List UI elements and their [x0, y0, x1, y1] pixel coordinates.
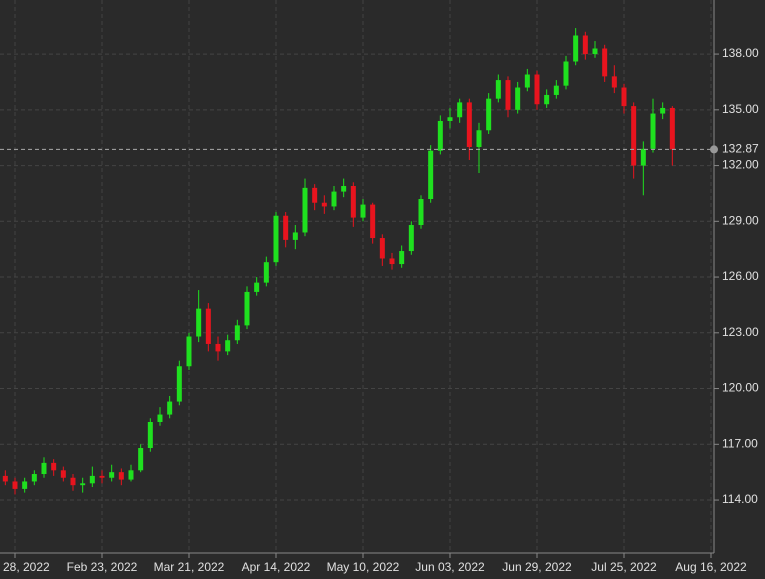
candle-body: [534, 74, 540, 105]
x-tick-label: Jun 03, 2022: [415, 560, 485, 574]
candle-body: [408, 225, 414, 252]
x-tick-label: Mar 21, 2022: [154, 560, 225, 574]
candle-body: [573, 35, 579, 62]
candle-body: [70, 477, 76, 486]
candle-body: [128, 470, 134, 480]
candle-body: [41, 462, 47, 475]
candle-body: [321, 202, 327, 207]
candle-body: [263, 262, 269, 283]
x-tick-label: Jun 29, 2022: [502, 560, 572, 574]
candle-body: [234, 325, 240, 341]
y-tick-label: 129.00: [722, 213, 759, 227]
candle-body: [360, 204, 366, 218]
y-tick-label: 138.00: [722, 46, 759, 60]
candle-body: [582, 35, 588, 55]
candle-body: [611, 76, 617, 88]
candle-body: [22, 481, 28, 489]
candle-body: [167, 401, 173, 415]
x-tick-label: Aug 16, 2022: [675, 560, 747, 574]
candle-body: [650, 113, 656, 149]
y-tick-label: 126.00: [722, 269, 759, 283]
candle-body: [370, 204, 376, 239]
candle-body: [669, 107, 675, 150]
candle-body: [51, 462, 57, 471]
candle-body: [563, 61, 569, 86]
candle-body: [660, 107, 666, 114]
candle-body: [196, 308, 202, 337]
candle-body: [341, 186, 347, 192]
y-tick-label: 123.00: [722, 325, 759, 339]
candle-body: [147, 421, 153, 449]
candle-body: [495, 80, 501, 99]
y-tick-label: 132.00: [722, 158, 759, 172]
candle-body: [466, 102, 472, 147]
candle-body: [553, 85, 559, 95]
x-tick-label: Feb 23, 2022: [67, 560, 138, 574]
candle-body: [331, 191, 337, 207]
candle-body: [254, 282, 260, 292]
candle-body: [138, 448, 144, 471]
y-tick-label: 114.00: [722, 492, 758, 506]
candle-body: [292, 232, 298, 240]
candle-body: [60, 470, 66, 478]
candle-body: [592, 48, 598, 55]
candle-body: [428, 150, 434, 200]
candle-body: [515, 87, 521, 110]
candle-body: [602, 48, 608, 77]
candle-body: [621, 87, 627, 107]
candle-body: [505, 80, 511, 110]
candle-body: [399, 251, 405, 265]
candle-body: [31, 474, 37, 482]
x-tick-label: May 10, 2022: [327, 560, 400, 574]
candle-body: [176, 366, 182, 402]
candle-body: [244, 291, 250, 326]
candle-body: [186, 336, 192, 367]
candle-body: [118, 472, 124, 480]
candle-body: [379, 238, 385, 259]
candle-body: [89, 475, 95, 484]
candle-body: [302, 187, 308, 233]
candle-body: [524, 74, 530, 88]
y-tick-label: 135.00: [722, 102, 759, 116]
candle-body: [12, 481, 18, 489]
candle-body: [457, 102, 463, 118]
last-price-dot: [710, 145, 718, 154]
candle-body: [631, 106, 637, 166]
candle-body: [2, 475, 8, 482]
candle-body: [109, 472, 115, 478]
y-tick-label: 117.00: [722, 436, 758, 450]
candle-body: [418, 199, 424, 226]
candle-body: [640, 148, 646, 166]
last-price-label: 132.87: [722, 142, 759, 156]
x-tick-label: Jan 28, 2022: [0, 560, 50, 574]
candle-body: [389, 258, 395, 265]
candle-body: [476, 130, 482, 147]
candle-body: [99, 475, 105, 478]
candle-body: [312, 187, 318, 203]
candle-body: [283, 215, 289, 240]
candle-body: [273, 215, 279, 263]
candle-body: [215, 343, 221, 352]
candle-body: [544, 94, 550, 105]
candle-body: [350, 186, 356, 218]
candle-body: [486, 98, 492, 131]
candle-body: [225, 340, 231, 352]
y-tick-label: 120.00: [722, 381, 759, 395]
candle-body: [205, 308, 211, 344]
x-tick-label: Jul 25, 2022: [591, 560, 657, 574]
candle-body: [437, 120, 443, 151]
candle-body: [447, 117, 453, 121]
candle-body: [157, 414, 163, 422]
candle-body: [80, 483, 86, 486]
x-tick-label: Apr 14, 2022: [242, 560, 311, 574]
